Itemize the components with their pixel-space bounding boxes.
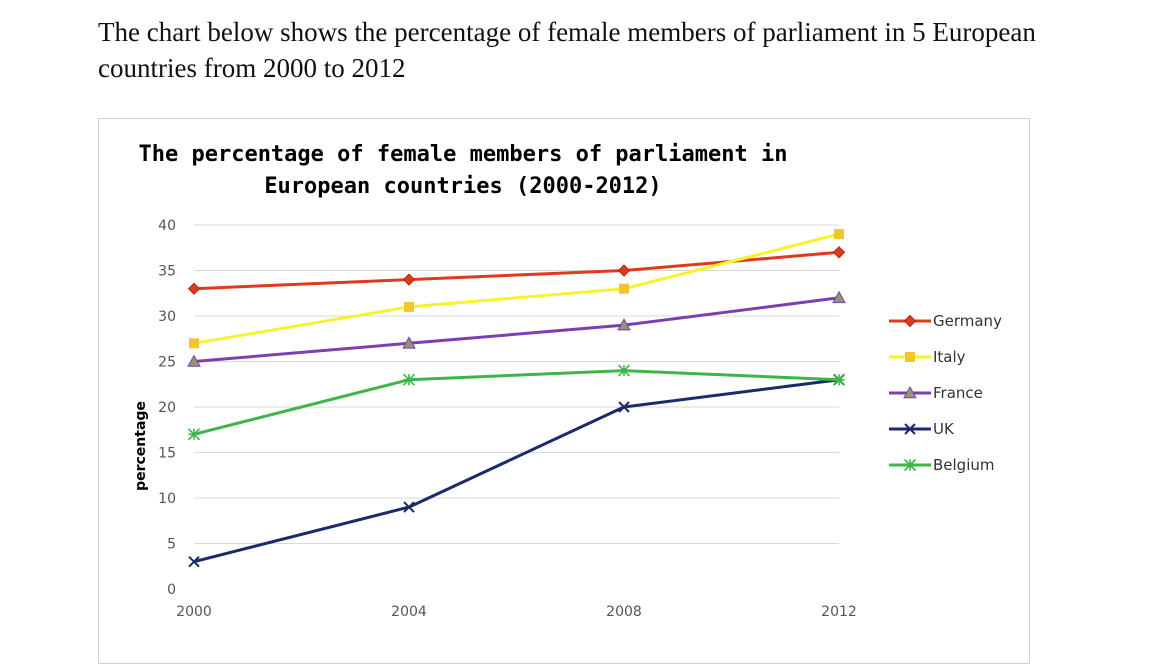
data-point-uk <box>618 401 630 413</box>
x-tick-label: 2004 <box>391 604 427 620</box>
legend-item-germany: Germany <box>889 312 1002 330</box>
legend-item-uk: UK <box>889 420 955 438</box>
legend-label: Germany <box>933 312 1002 330</box>
data-point-france <box>187 354 201 367</box>
legend-item-france: France <box>889 384 983 402</box>
data-point-germany <box>402 273 416 286</box>
series-line-italy <box>193 232 840 345</box>
legend-label: UK <box>933 420 955 438</box>
data-point-belgium <box>832 373 846 386</box>
legend-marker <box>904 423 916 435</box>
x-tick-label: 2008 <box>606 604 642 620</box>
legend-marker <box>905 352 915 362</box>
series-line-uk <box>193 378 840 564</box>
chart-title-line-1: The percentage of female members of parl… <box>138 142 787 167</box>
y-tick-label: 0 <box>167 582 176 598</box>
data-point-belgium <box>402 373 416 386</box>
y-tick-label: 35 <box>158 264 176 280</box>
legend-label: France <box>933 384 983 402</box>
y-tick-label: 30 <box>158 309 176 325</box>
data-point-belgium <box>617 364 631 377</box>
legend-item-italy: Italy <box>889 348 966 366</box>
y-tick-label: 5 <box>167 537 176 553</box>
data-point-italy <box>189 338 199 349</box>
data-point-uk <box>403 501 415 513</box>
series-france <box>187 290 846 367</box>
legend-item-belgium: Belgium <box>889 456 995 474</box>
data-point-italy <box>834 229 844 240</box>
data-point-france <box>832 290 846 304</box>
series-uk <box>188 373 845 568</box>
chart-frame: The percentage of female members of parl… <box>98 118 1030 664</box>
y-tick-label: 10 <box>158 491 176 507</box>
legend-label: Belgium <box>933 456 995 474</box>
data-point-italy <box>404 301 414 312</box>
data-point-belgium <box>187 428 201 441</box>
y-axis-ticks: 0 5 10 15 20 25 30 35 40 <box>158 218 176 598</box>
legend-marker <box>903 385 917 399</box>
data-point-germany <box>617 264 631 277</box>
series-line-belgium <box>193 369 840 436</box>
data-point-france <box>617 318 631 331</box>
y-tick-label: 40 <box>158 218 176 234</box>
legend-label: Italy <box>933 348 966 366</box>
x-axis-ticks: 2000 2004 2008 2012 <box>176 604 857 620</box>
legend-marker <box>903 314 917 328</box>
y-axis-title: percentage <box>133 401 149 491</box>
gridlines <box>194 224 839 544</box>
y-tick-label: 25 <box>158 355 176 371</box>
series-lines <box>187 229 846 568</box>
chart-title-line-2: European countries (2000-2012) <box>264 174 661 199</box>
legend-marker <box>903 458 917 472</box>
y-tick-label: 15 <box>158 446 176 462</box>
data-point-uk <box>188 555 200 568</box>
data-point-france <box>402 336 416 349</box>
data-point-germany <box>832 246 846 259</box>
y-tick-label: 20 <box>158 400 176 416</box>
line-chart: The percentage of female members of parl… <box>133 142 1002 620</box>
data-point-germany <box>187 282 201 295</box>
series-line-france <box>193 296 840 363</box>
x-tick-label: 2012 <box>821 604 857 620</box>
series-italy <box>189 229 844 349</box>
legend: Germany Italy France UK Belgium <box>889 312 1002 474</box>
data-point-italy <box>619 283 629 294</box>
series-belgium <box>187 364 846 441</box>
x-tick-label: 2000 <box>176 604 212 620</box>
intro-text: The chart below shows the percentage of … <box>98 17 1036 83</box>
